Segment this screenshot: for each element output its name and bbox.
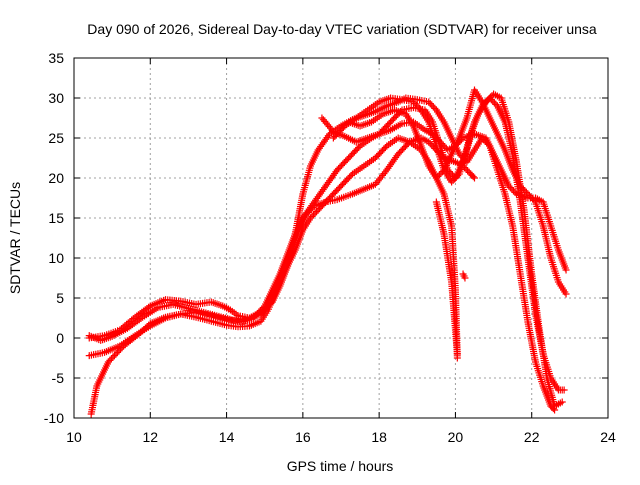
series-track-2 bbox=[85, 118, 570, 360]
data-point-marker bbox=[425, 138, 433, 146]
data-point-marker bbox=[107, 355, 115, 363]
data-point-marker bbox=[528, 195, 536, 203]
data-point-marker bbox=[106, 356, 114, 364]
data-point-marker bbox=[311, 209, 319, 217]
data-point-marker bbox=[448, 178, 456, 186]
plot-frame bbox=[73, 57, 609, 419]
data-point-marker bbox=[426, 100, 434, 108]
data-point-marker bbox=[483, 96, 491, 104]
data-point-marker bbox=[109, 353, 117, 361]
y-axis-title: SDTVAR / TECUs bbox=[7, 182, 23, 294]
series-track-9 bbox=[459, 270, 469, 282]
data-point-marker bbox=[313, 208, 321, 216]
data-point-marker bbox=[435, 171, 443, 179]
data-point-marker bbox=[448, 171, 456, 179]
series-track-6 bbox=[318, 90, 566, 410]
y-tick-label: 25 bbox=[48, 130, 64, 146]
data-point-marker bbox=[429, 103, 437, 111]
data-point-marker bbox=[445, 168, 453, 176]
data-point-marker bbox=[441, 143, 449, 151]
data-point-marker bbox=[480, 136, 488, 144]
data-point-marker bbox=[112, 350, 120, 358]
x-tick-label: 22 bbox=[524, 429, 540, 445]
data-point-marker bbox=[464, 167, 472, 175]
chart-title: Day 090 of 2026, Sidereal Day-to-day VTE… bbox=[87, 21, 597, 37]
data-point-marker bbox=[489, 97, 497, 105]
data-point-marker bbox=[110, 352, 118, 360]
data-point-marker bbox=[508, 185, 516, 193]
data-point-marker bbox=[432, 174, 440, 182]
data-point-marker bbox=[115, 347, 123, 355]
x-axis-title: GPS time / hours bbox=[287, 458, 394, 474]
y-tick-label: 5 bbox=[56, 290, 64, 306]
data-point-marker bbox=[431, 104, 439, 112]
data-point-marker bbox=[522, 188, 530, 196]
x-tick-label: 16 bbox=[295, 429, 311, 445]
data-point-marker bbox=[490, 99, 498, 107]
data-point-marker bbox=[485, 95, 493, 103]
data-point-marker bbox=[521, 187, 529, 195]
data-point-marker bbox=[145, 303, 153, 311]
data-point-marker bbox=[518, 184, 526, 192]
data-point-marker bbox=[461, 274, 469, 282]
data-point-marker bbox=[471, 174, 478, 182]
data-point-marker bbox=[428, 141, 436, 149]
data-point-marker bbox=[447, 169, 455, 177]
data-point-marker bbox=[483, 139, 491, 147]
y-tick-label: 30 bbox=[48, 90, 64, 106]
data-point-marker bbox=[524, 190, 532, 198]
data-point-marker bbox=[560, 386, 568, 394]
data-point-marker bbox=[137, 314, 145, 322]
series-track-3 bbox=[85, 134, 461, 362]
data-point-marker bbox=[487, 93, 495, 101]
data-point-marker bbox=[558, 398, 566, 406]
y-tick-label: 0 bbox=[56, 330, 64, 346]
series-track-7 bbox=[345, 86, 570, 298]
data-point-marker bbox=[455, 150, 463, 158]
data-point-marker bbox=[530, 196, 538, 204]
data-point-marker bbox=[306, 214, 314, 222]
data-point-marker bbox=[411, 100, 419, 108]
data-markers bbox=[85, 86, 570, 418]
data-point-marker bbox=[525, 192, 533, 200]
y-tick-label: 15 bbox=[48, 210, 64, 226]
series-track-4 bbox=[85, 94, 559, 414]
series-track-8 bbox=[432, 198, 461, 358]
x-tick-label: 24 bbox=[600, 429, 616, 445]
y-tick-label: 20 bbox=[48, 170, 64, 186]
data-point-marker bbox=[437, 169, 445, 177]
data-point-marker bbox=[434, 172, 442, 180]
data-point-marker bbox=[519, 185, 527, 193]
x-tick-label: 12 bbox=[142, 429, 158, 445]
data-point-marker bbox=[310, 211, 318, 219]
data-point-marker bbox=[104, 358, 112, 366]
data-point-marker bbox=[492, 100, 500, 108]
x-tick-label: 18 bbox=[371, 429, 387, 445]
x-tick-label: 14 bbox=[219, 429, 235, 445]
y-tick-label: 10 bbox=[48, 250, 64, 266]
data-point-marker bbox=[425, 98, 433, 106]
data-point-marker bbox=[484, 140, 492, 148]
data-point-marker bbox=[453, 350, 461, 358]
axis-ticks: 10 12 14 16 18 20 22 24 -10 -5 0 5 10 15 20 25 30 35 bbox=[44, 50, 616, 445]
y-tick-label: -10 bbox=[44, 410, 64, 426]
data-point-marker bbox=[506, 184, 514, 192]
data-point-marker bbox=[438, 168, 446, 176]
data-point-marker bbox=[505, 182, 513, 190]
data-point-marker bbox=[308, 212, 316, 220]
x-tick-label: 20 bbox=[448, 429, 464, 445]
data-point-marker bbox=[428, 101, 436, 109]
y-tick-label: -5 bbox=[52, 370, 65, 386]
data-point-marker bbox=[527, 193, 535, 201]
data-point-marker bbox=[469, 173, 477, 181]
data-point-marker bbox=[478, 134, 486, 142]
data-point-marker bbox=[562, 290, 570, 298]
data-point-marker bbox=[516, 182, 524, 190]
data-point-marker bbox=[481, 137, 489, 145]
y-tick-label: 35 bbox=[48, 50, 64, 66]
x-tick-label: 10 bbox=[66, 429, 82, 445]
data-point-marker bbox=[562, 266, 570, 274]
